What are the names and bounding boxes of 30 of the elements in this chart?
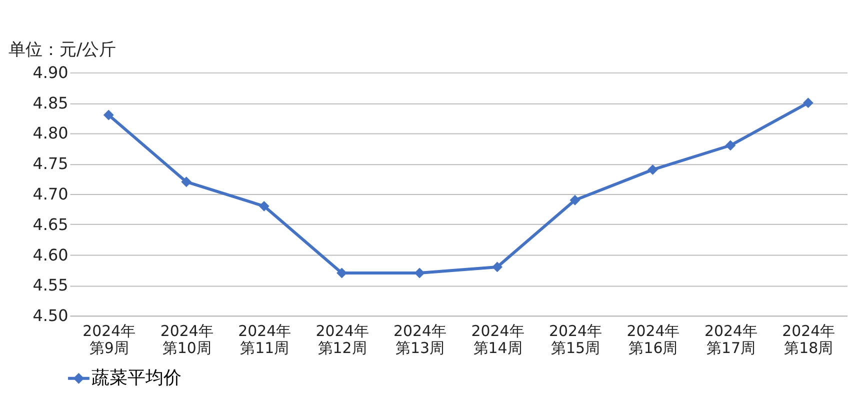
point [492, 262, 502, 272]
point [103, 110, 114, 120]
y-tick-label: 4.90 [32, 62, 68, 82]
y-tick-label: 4.80 [32, 124, 68, 143]
x-tick-label: 2024年第9周 [82, 322, 136, 357]
y-tick-label: 4.70 [32, 184, 68, 204]
point [802, 98, 814, 108]
x-tick-label: 2024年第15周 [548, 322, 602, 357]
x-tick-label: 2024年第16周 [626, 322, 680, 357]
y-tick-label: 4.60 [32, 245, 68, 264]
x-tick-label: 2024年第12周 [316, 322, 369, 357]
y-tick-label: 4.50 [32, 306, 68, 326]
x-tick-label: 2024年第14周 [471, 322, 524, 357]
legend-label: 蔬菜平均价 [92, 367, 182, 388]
x-tick-label: 2024年第17周 [704, 322, 758, 357]
point [414, 268, 425, 278]
x-tick-label: 2024年第13周 [394, 322, 447, 357]
y-axis-title: 单位：元/公斤 [8, 39, 116, 59]
point [181, 176, 192, 188]
point [725, 140, 736, 151]
y-tick-label: 4.65 [32, 214, 68, 234]
x-tick-label: 2024年第10周 [160, 322, 214, 357]
y-tick-label: 4.75 [32, 154, 68, 174]
point [570, 194, 580, 206]
x-tick-label: 2024年第18周 [782, 322, 836, 357]
y-tick-label: 4.55 [32, 276, 68, 295]
x-tick-label: 2024年第11周 [238, 322, 292, 357]
point [258, 200, 270, 212]
point [647, 164, 658, 175]
y-tick-label: 4.85 [32, 93, 68, 112]
